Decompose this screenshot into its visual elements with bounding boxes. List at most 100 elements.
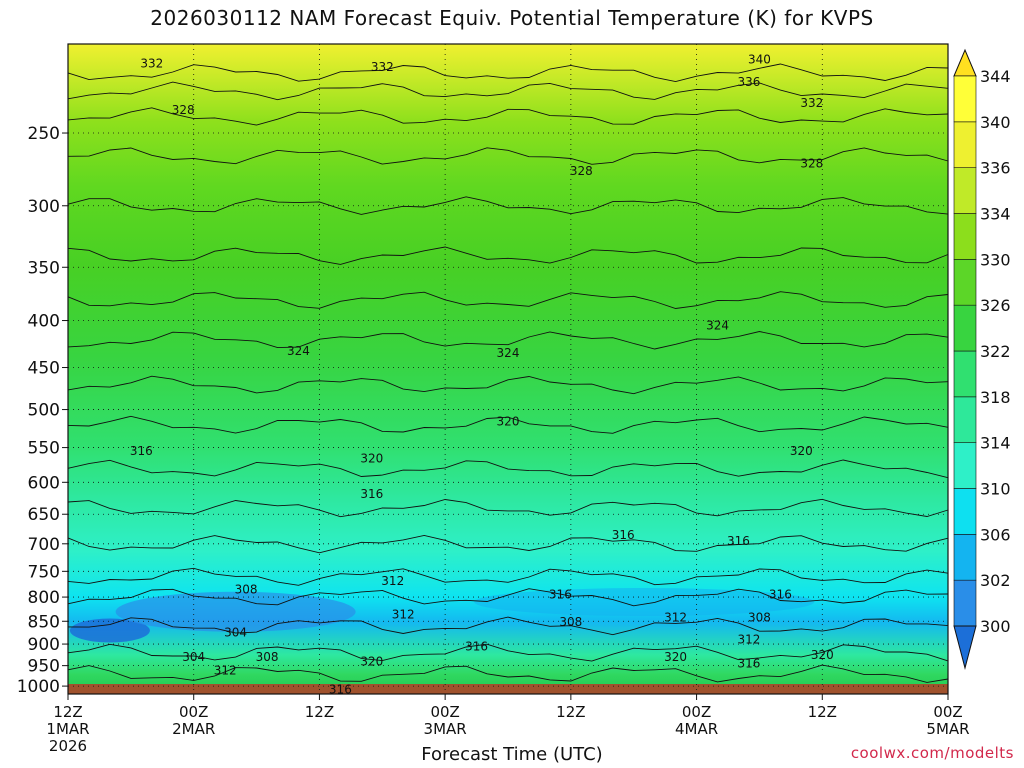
contour-line bbox=[67, 291, 949, 309]
contour-label: 316 bbox=[549, 588, 572, 602]
contour-label: 324 bbox=[497, 346, 520, 360]
colorbar-segment bbox=[953, 75, 977, 123]
colorbar-segment bbox=[953, 304, 977, 352]
colorbar-label: 330 bbox=[980, 250, 1011, 269]
contour-line bbox=[67, 331, 949, 350]
contour-label: 308 bbox=[748, 610, 771, 624]
colorbar-label: 334 bbox=[980, 205, 1011, 224]
colorbar-segment bbox=[953, 213, 977, 260]
y-tick-label: 700 bbox=[28, 535, 60, 555]
y-tick-label: 1000 bbox=[17, 677, 60, 697]
x-tick-label: 12Z bbox=[305, 703, 334, 721]
y-tick-label: 500 bbox=[28, 401, 60, 421]
y-tick-label: 950 bbox=[28, 657, 60, 677]
colorbar-segment bbox=[953, 396, 977, 443]
y-tick-label: 850 bbox=[28, 612, 60, 632]
contour-line bbox=[67, 81, 949, 101]
y-tick-label: 600 bbox=[28, 473, 60, 493]
contour-label: 328 bbox=[570, 164, 593, 178]
contour-label: 316 bbox=[727, 534, 750, 548]
y-tick-label: 900 bbox=[28, 635, 60, 655]
field-background bbox=[68, 44, 948, 694]
colorbar-segment bbox=[953, 488, 977, 535]
contour-line bbox=[67, 63, 949, 83]
contour-line bbox=[67, 415, 949, 434]
x-tick-label: 12Z bbox=[53, 703, 82, 721]
colorbar: 300 302 306 310 314 318 322 326 330 334 336 340 344 bbox=[953, 48, 1011, 670]
cold-pocket bbox=[69, 618, 150, 643]
colorbar-segment bbox=[953, 442, 977, 489]
x-tick-label: 1MAR bbox=[46, 720, 89, 738]
x-tick-label: 00Z bbox=[179, 703, 208, 721]
contour-label: 336 bbox=[737, 75, 760, 89]
contour-line bbox=[67, 616, 949, 636]
contour-line bbox=[67, 498, 949, 518]
x-tick-label: 3MAR bbox=[424, 720, 467, 738]
contour-label: 316 bbox=[465, 639, 488, 653]
colorbar-segment bbox=[953, 121, 977, 168]
contour-label: 328 bbox=[172, 103, 195, 117]
contour-label: 316 bbox=[612, 528, 635, 542]
contour-label: 332 bbox=[800, 96, 823, 110]
contour-label: 332 bbox=[140, 56, 163, 70]
colorbar-label: 310 bbox=[980, 480, 1011, 499]
contour-label: 312 bbox=[664, 610, 687, 624]
contour-label: 320 bbox=[664, 650, 687, 664]
contour-label: 308 bbox=[559, 615, 582, 629]
contour-label: 304 bbox=[224, 625, 247, 639]
contour-line bbox=[67, 664, 949, 683]
plot-area: 250 300 350 400 450 500 550 600 650 700 750 800 850 9… bbox=[17, 43, 970, 755]
contour-line bbox=[67, 643, 949, 662]
contour-line bbox=[67, 534, 949, 554]
chart-title: 2026030112 NAM Forecast Equiv. Potential… bbox=[150, 6, 874, 30]
colorbar-label: 306 bbox=[980, 525, 1011, 544]
colorbar-segment bbox=[953, 579, 977, 627]
contour-label: 312 bbox=[392, 608, 415, 622]
contour-label: 312 bbox=[381, 574, 404, 588]
colorbar-label: 336 bbox=[980, 159, 1011, 178]
contour-label: 332 bbox=[371, 60, 394, 74]
colorbar-label: 326 bbox=[980, 296, 1011, 315]
y-tick-label: 650 bbox=[28, 505, 60, 525]
contour-label: 316 bbox=[329, 682, 352, 696]
ground-strip bbox=[68, 684, 948, 694]
contour-line bbox=[67, 375, 949, 395]
colorbar-label: 300 bbox=[980, 617, 1011, 636]
contour-line bbox=[67, 147, 949, 165]
contour-label: 320 bbox=[790, 444, 813, 458]
x-tick-label: 00Z bbox=[933, 703, 962, 721]
contour-label: 324 bbox=[287, 344, 310, 358]
x-tick-label: 2026 bbox=[49, 737, 87, 755]
contour-label: 316 bbox=[737, 657, 760, 671]
contour-label: 324 bbox=[706, 318, 729, 332]
y-tick-label: 250 bbox=[28, 124, 60, 144]
cool-layer bbox=[115, 591, 356, 632]
colorbar-segment bbox=[953, 167, 977, 214]
colorbar-top-arrow bbox=[953, 48, 977, 77]
y-tick-label: 300 bbox=[28, 197, 60, 217]
contour-label: 316 bbox=[769, 588, 792, 602]
y-tick-label: 800 bbox=[28, 588, 60, 608]
y-tick-label: 550 bbox=[28, 439, 60, 459]
colorbar-label: 344 bbox=[980, 67, 1011, 86]
contour-label: 320 bbox=[360, 451, 383, 465]
x-axis-label: Forecast Time (UTC) bbox=[421, 744, 603, 765]
contour-line bbox=[67, 588, 949, 607]
contour-label: 316 bbox=[360, 487, 383, 501]
contour-label: 308 bbox=[256, 650, 279, 664]
credit-link[interactable]: coolwx.com/modelts bbox=[850, 744, 1014, 762]
contour-line bbox=[67, 246, 949, 265]
contour-label: 320 bbox=[497, 414, 520, 428]
y-tick-label: 750 bbox=[28, 562, 60, 582]
colorbar-segment bbox=[953, 534, 977, 581]
contour-label: 304 bbox=[182, 650, 205, 664]
colorbar-label: 322 bbox=[980, 342, 1011, 361]
contour-line bbox=[67, 567, 949, 586]
contour-label: 316 bbox=[130, 444, 153, 458]
x-tick-label: 00Z bbox=[430, 703, 459, 721]
x-tick-label: 2MAR bbox=[172, 720, 215, 738]
contour-label: 320 bbox=[360, 654, 383, 668]
cool-layer-2 bbox=[474, 588, 815, 617]
colorbar-bottom-arrow bbox=[953, 625, 977, 670]
colorbar-segment bbox=[953, 350, 977, 398]
